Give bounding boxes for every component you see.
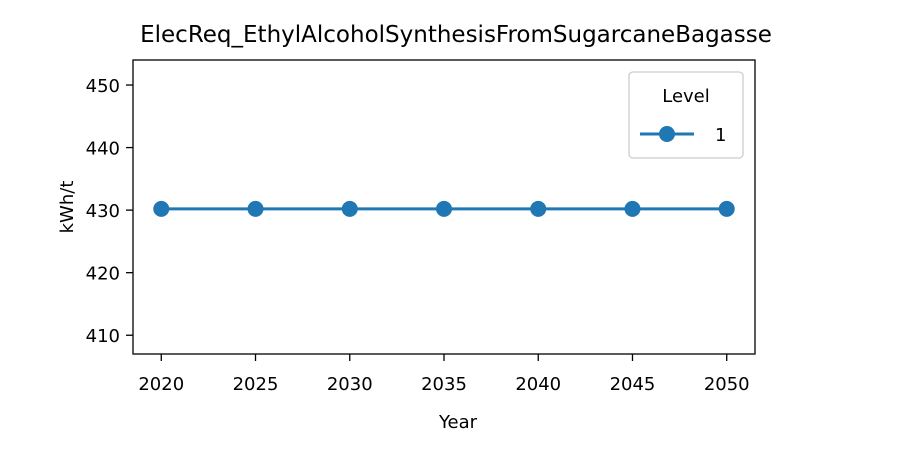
y-tick-label: 420 (86, 264, 120, 285)
x-tick-label: 2050 (704, 374, 750, 395)
data-point (624, 200, 641, 217)
legend-entry-label: 1 (715, 125, 726, 146)
data-point (341, 200, 358, 217)
x-tick-label: 2030 (327, 374, 373, 395)
y-axis-label: kWh/t (57, 181, 78, 234)
x-axis-label: Year (438, 412, 478, 433)
x-axis: 2020 2025 2030 2035 2040 2045 2050 (138, 354, 750, 395)
x-tick-label: 2025 (233, 374, 279, 395)
chart-title: ElecReq_EthylAlcoholSynthesisFromSugarca… (140, 22, 772, 48)
legend-marker-sample (659, 126, 675, 142)
legend-title: Level (662, 86, 710, 107)
y-tick-label: 450 (86, 76, 120, 97)
y-tick-label: 440 (86, 139, 120, 160)
data-point (530, 200, 547, 217)
x-tick-label: 2040 (515, 374, 561, 395)
data-point (436, 200, 452, 217)
legend: Level 1 (628, 71, 744, 159)
data-point (718, 200, 735, 217)
x-tick-label: 2045 (610, 374, 656, 395)
data-point (153, 200, 170, 217)
x-tick-label: 2020 (138, 374, 184, 395)
series-layer (153, 200, 735, 217)
legend-box (628, 71, 744, 159)
x-tick-label: 2035 (421, 374, 467, 395)
data-point (247, 200, 264, 217)
y-tick-label: 410 (86, 326, 120, 347)
y-tick-label: 430 (86, 201, 120, 222)
y-axis: 410 420 430 440 450 (86, 76, 133, 347)
